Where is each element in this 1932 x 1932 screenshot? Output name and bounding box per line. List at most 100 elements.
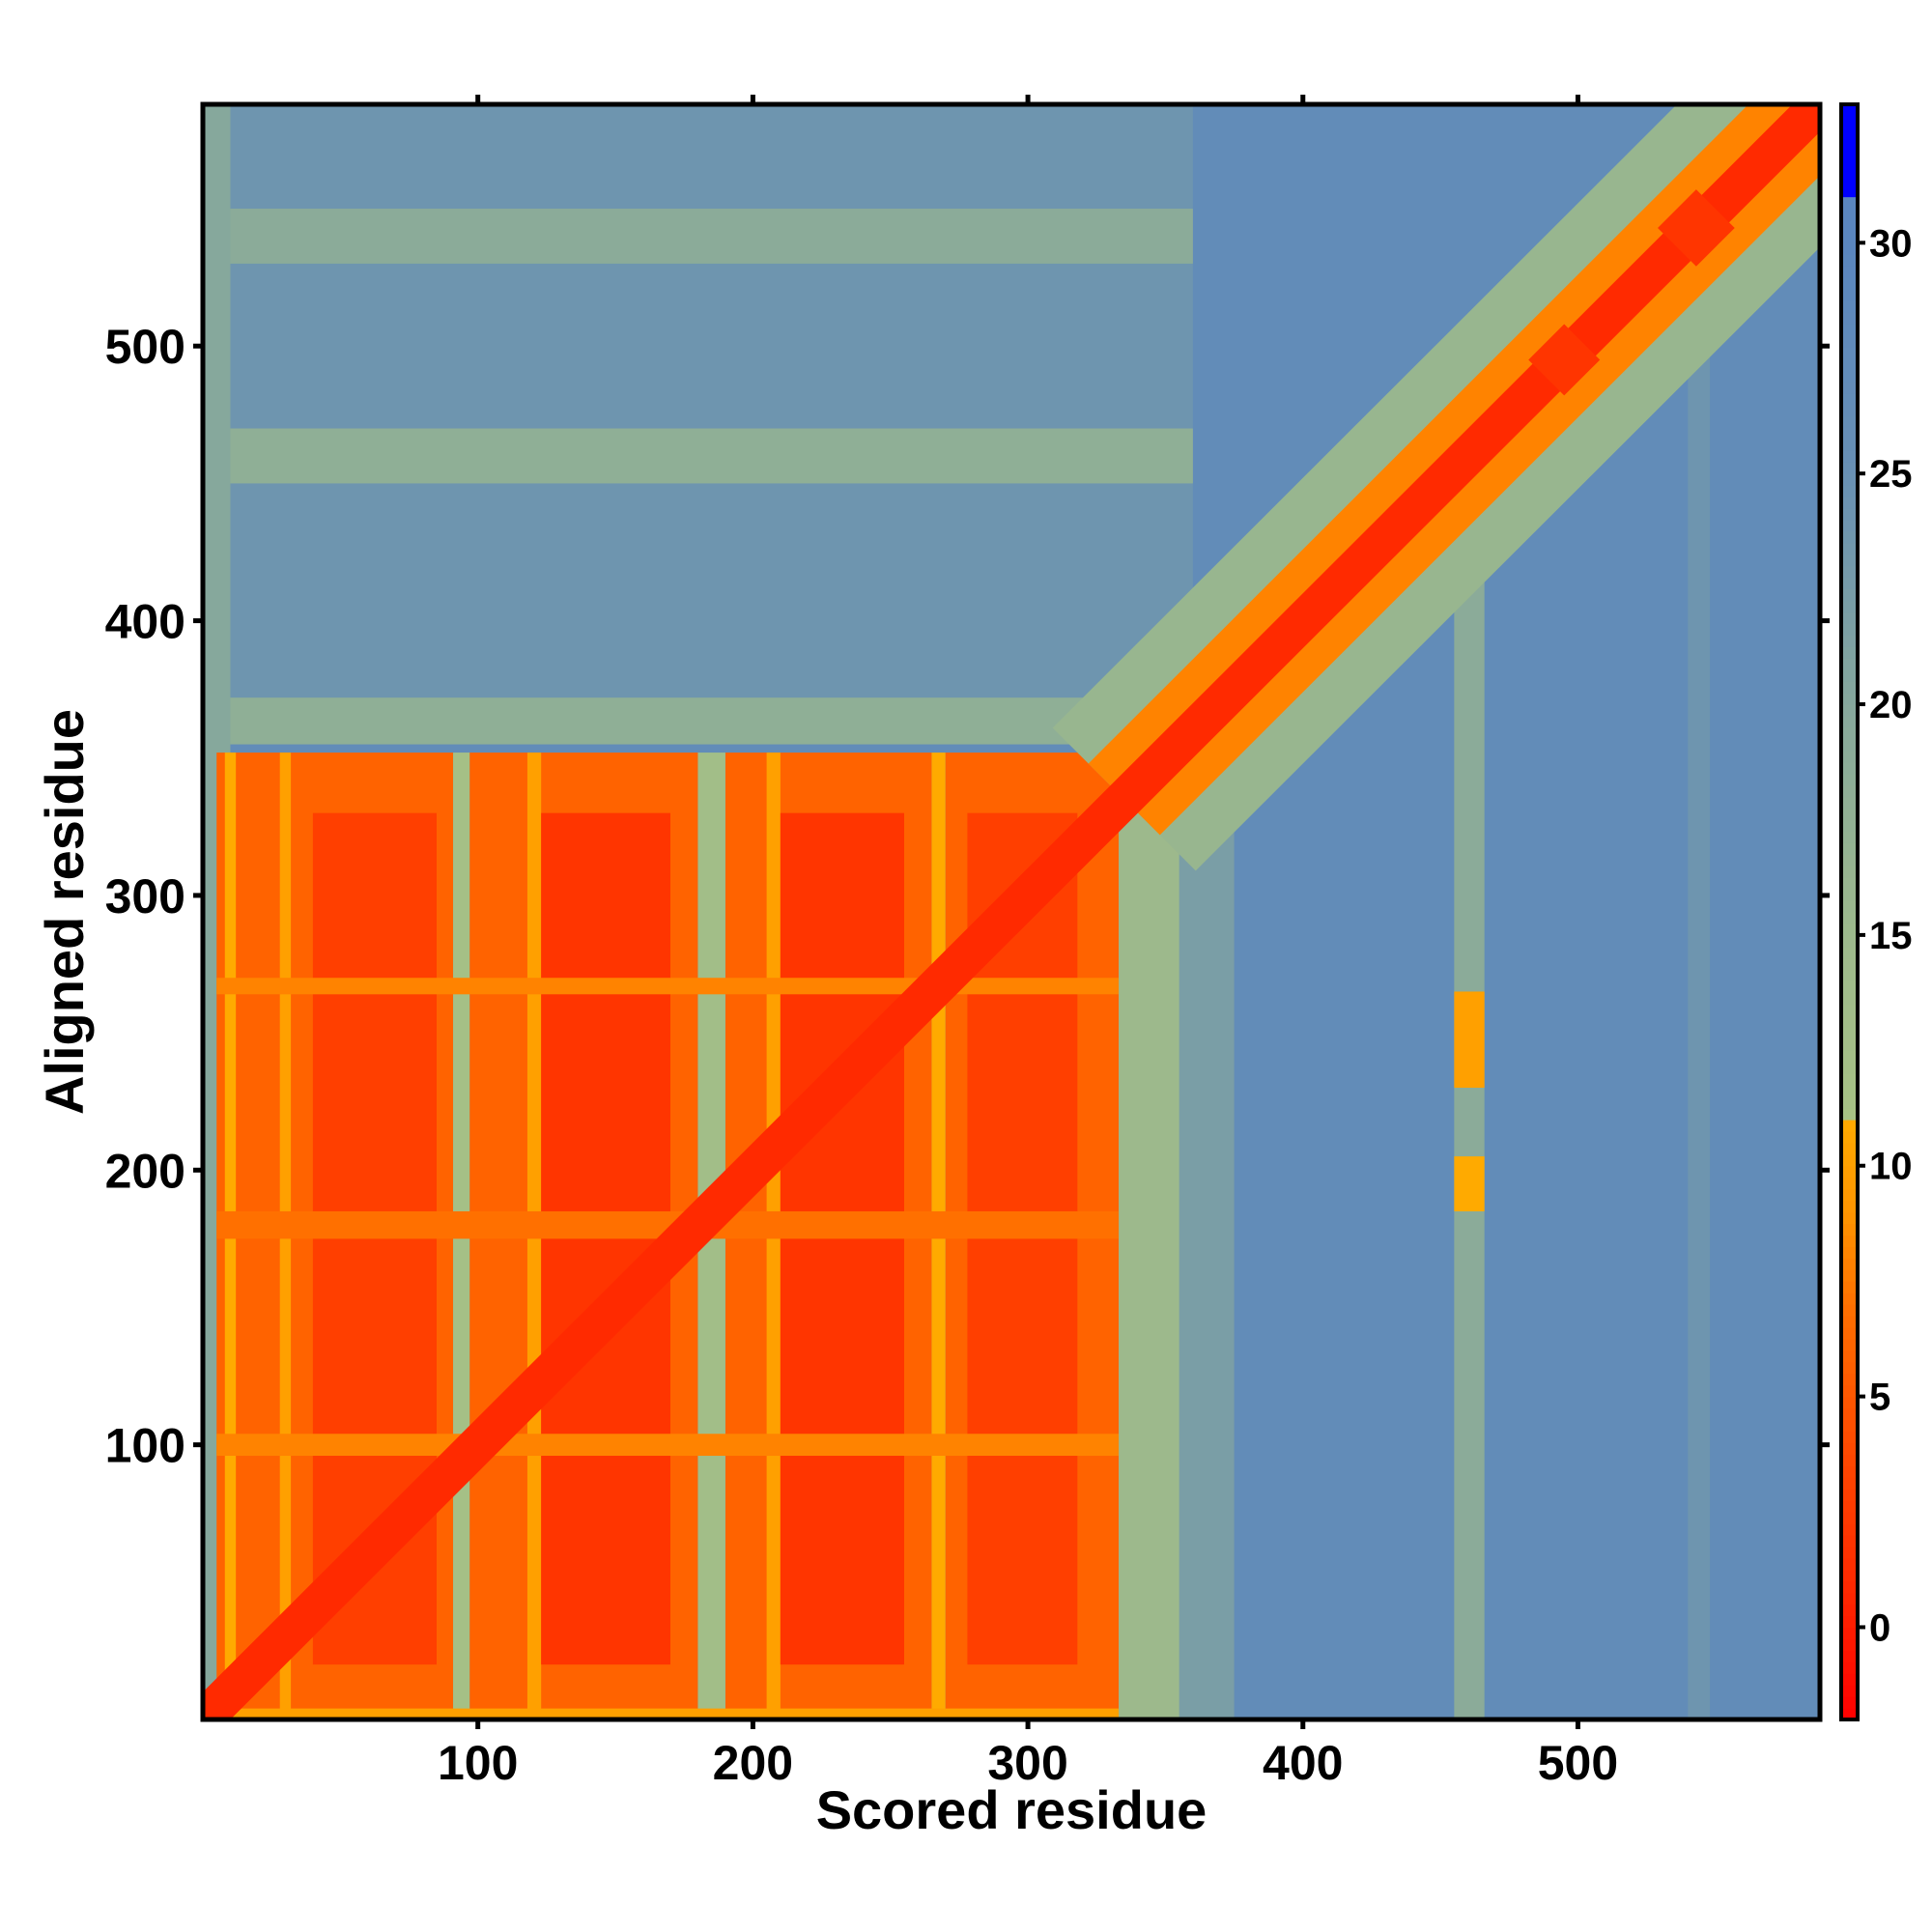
colorbar-swatch — [1841, 669, 1858, 682]
colorbar-swatch — [1841, 1223, 1858, 1236]
colorbar-swatch — [1841, 1073, 1858, 1086]
colorbar-tick-label: 15 — [1869, 915, 1913, 957]
colorbar-swatch — [1841, 577, 1858, 590]
x-axis-ticks: 100 200 300 400 500 — [438, 95, 1618, 1790]
colorbar-swatch — [1841, 392, 1858, 406]
colorbar-swatch — [1841, 508, 1858, 521]
colorbar-tick-label: 0 — [1869, 1606, 1890, 1649]
colorbar-swatch — [1841, 1522, 1858, 1536]
colorbar-swatch — [1841, 773, 1858, 786]
colorbar-swatch — [1841, 1500, 1858, 1513]
colorbar-swatch — [1841, 1638, 1858, 1651]
colorbar-swatch — [1841, 1293, 1858, 1305]
colorbar-swatch — [1841, 750, 1858, 763]
colorbar-swatch — [1841, 1050, 1858, 1063]
colorbar-swatch — [1841, 462, 1858, 474]
heatmap-region — [1454, 1156, 1485, 1211]
heatmap-region — [203, 697, 1193, 745]
colorbar-swatch — [1841, 1326, 1858, 1340]
colorbar-swatch — [1841, 1153, 1858, 1167]
colorbar-swatch — [1841, 1431, 1858, 1443]
colorbar-swatch — [1841, 1258, 1858, 1270]
colorbar-swatch — [1841, 1604, 1858, 1617]
colorbar-swatch — [1841, 1489, 1858, 1501]
colorbar-swatch — [1841, 808, 1858, 821]
colorbar-swatch — [1841, 1188, 1858, 1202]
colorbar-swatch — [1841, 1361, 1858, 1375]
colorbar-swatch — [1841, 1211, 1858, 1225]
colorbar-swatch — [1841, 1407, 1858, 1421]
colorbar-swatch — [1841, 1142, 1858, 1155]
heatmap-region — [216, 1708, 1120, 1719]
colorbar-swatch — [1841, 923, 1858, 936]
colorbar: 0 5 10 15 20 25 30 — [1839, 102, 1913, 1721]
colorbar-swatch — [1841, 611, 1858, 625]
colorbar-swatch — [1841, 115, 1858, 128]
colorbar-swatch — [1841, 208, 1858, 221]
colorbar-swatch — [1841, 1477, 1858, 1490]
colorbar-swatch — [1841, 889, 1858, 901]
colorbar-swatch — [1841, 185, 1858, 198]
colorbar-tick-label: 5 — [1869, 1377, 1890, 1419]
y-axis-ticks: 100 200 300 400 500 — [105, 320, 1830, 1473]
colorbar-swatch — [1841, 658, 1858, 670]
colorbar-swatch — [1841, 1396, 1858, 1409]
colorbar-swatch — [1841, 127, 1858, 140]
colorbar-swatch — [1841, 1384, 1858, 1398]
y-tick-label: 500 — [105, 320, 185, 374]
colorbar-swatch — [1841, 1419, 1858, 1433]
diagonal-bulge — [1528, 324, 1601, 396]
colorbar-swatch — [1841, 289, 1858, 301]
colorbar-swatch — [1841, 1130, 1858, 1144]
colorbar-swatch — [1841, 519, 1858, 532]
colorbar-swatch — [1841, 1177, 1858, 1190]
colorbar-swatch — [1841, 1108, 1858, 1121]
colorbar-swatch — [1841, 600, 1858, 613]
colorbar-swatch — [1841, 1027, 1858, 1039]
colorbar-swatch — [1841, 1454, 1858, 1466]
y-tick-label: 300 — [105, 869, 185, 923]
colorbar-swatch — [1841, 323, 1858, 336]
heatmap-region — [216, 978, 1120, 995]
colorbar-swatch — [1841, 381, 1858, 394]
colorbar-swatch — [1841, 450, 1858, 463]
colorbar-swatch — [1841, 1200, 1858, 1213]
colorbar-swatch — [1841, 1546, 1858, 1559]
colorbar-swatch — [1841, 761, 1858, 775]
colorbar-swatch — [1841, 1512, 1858, 1524]
colorbar-swatch — [1841, 485, 1858, 497]
colorbar-swatch — [1841, 473, 1858, 486]
colorbar-swatch — [1841, 231, 1858, 243]
colorbar-swatch — [1841, 369, 1858, 383]
colorbar-swatch — [1841, 173, 1858, 186]
colorbar-swatch — [1841, 1316, 1858, 1328]
colorbar-swatch — [1841, 1165, 1858, 1179]
colorbar-swatch — [1841, 1650, 1858, 1662]
colorbar-swatch — [1841, 1534, 1858, 1548]
colorbar-swatch — [1841, 530, 1858, 544]
colorbar-swatch — [1841, 1119, 1858, 1132]
colorbar-swatch — [1841, 623, 1858, 636]
y-axis-title: Aligned residue — [34, 709, 95, 1115]
colorbar-swatch — [1841, 104, 1858, 117]
colorbar-swatch — [1841, 726, 1858, 740]
colorbar-swatch — [1841, 1373, 1858, 1386]
colorbar-swatch — [1841, 150, 1858, 163]
colorbar-swatch — [1841, 819, 1858, 832]
colorbar-swatch — [1841, 266, 1858, 278]
colorbar-swatch — [1841, 1015, 1858, 1029]
colorbar-swatch — [1841, 415, 1858, 428]
colorbar-swatch — [1841, 404, 1858, 417]
colorbar-swatch — [1841, 1708, 1858, 1720]
y-tick-label: 100 — [105, 1419, 185, 1473]
colorbar-swatch — [1841, 1304, 1858, 1317]
heatmap-region — [1179, 744, 1235, 1719]
x-tick-label: 400 — [1263, 1736, 1343, 1790]
x-tick-label: 300 — [987, 1736, 1067, 1790]
heatmap-region — [203, 428, 1193, 484]
colorbar-swatch — [1841, 912, 1858, 924]
colorbar-swatch — [1841, 588, 1858, 602]
colorbar-swatch — [1841, 439, 1858, 451]
colorbar-swatch — [1841, 1685, 1858, 1697]
